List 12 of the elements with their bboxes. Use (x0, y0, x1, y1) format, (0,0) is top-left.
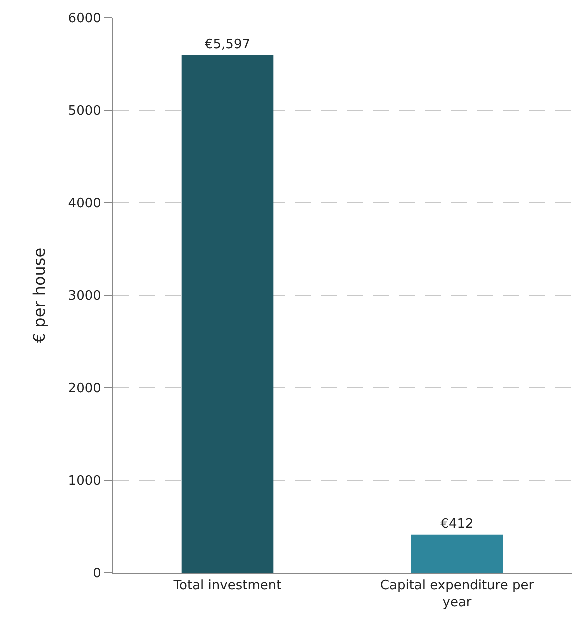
y-tick-label: 1000 (68, 474, 102, 490)
x-tick-label: Capital expenditure per year (380, 578, 535, 610)
y-tick-label: 3000 (68, 289, 102, 304)
y-tick-label: 5000 (68, 104, 102, 120)
y-tick-label: 2000 (68, 382, 102, 397)
y-tick-label: 6000 (68, 12, 102, 27)
x-tick-label: Total investment (172, 578, 282, 594)
data-label: €412 (440, 516, 474, 532)
y-tick-label: 4000 (68, 196, 102, 212)
y-axis-title: € per house (30, 248, 50, 344)
y-tick-label: 0 (93, 566, 102, 582)
data-label: €5,597 (205, 37, 250, 52)
